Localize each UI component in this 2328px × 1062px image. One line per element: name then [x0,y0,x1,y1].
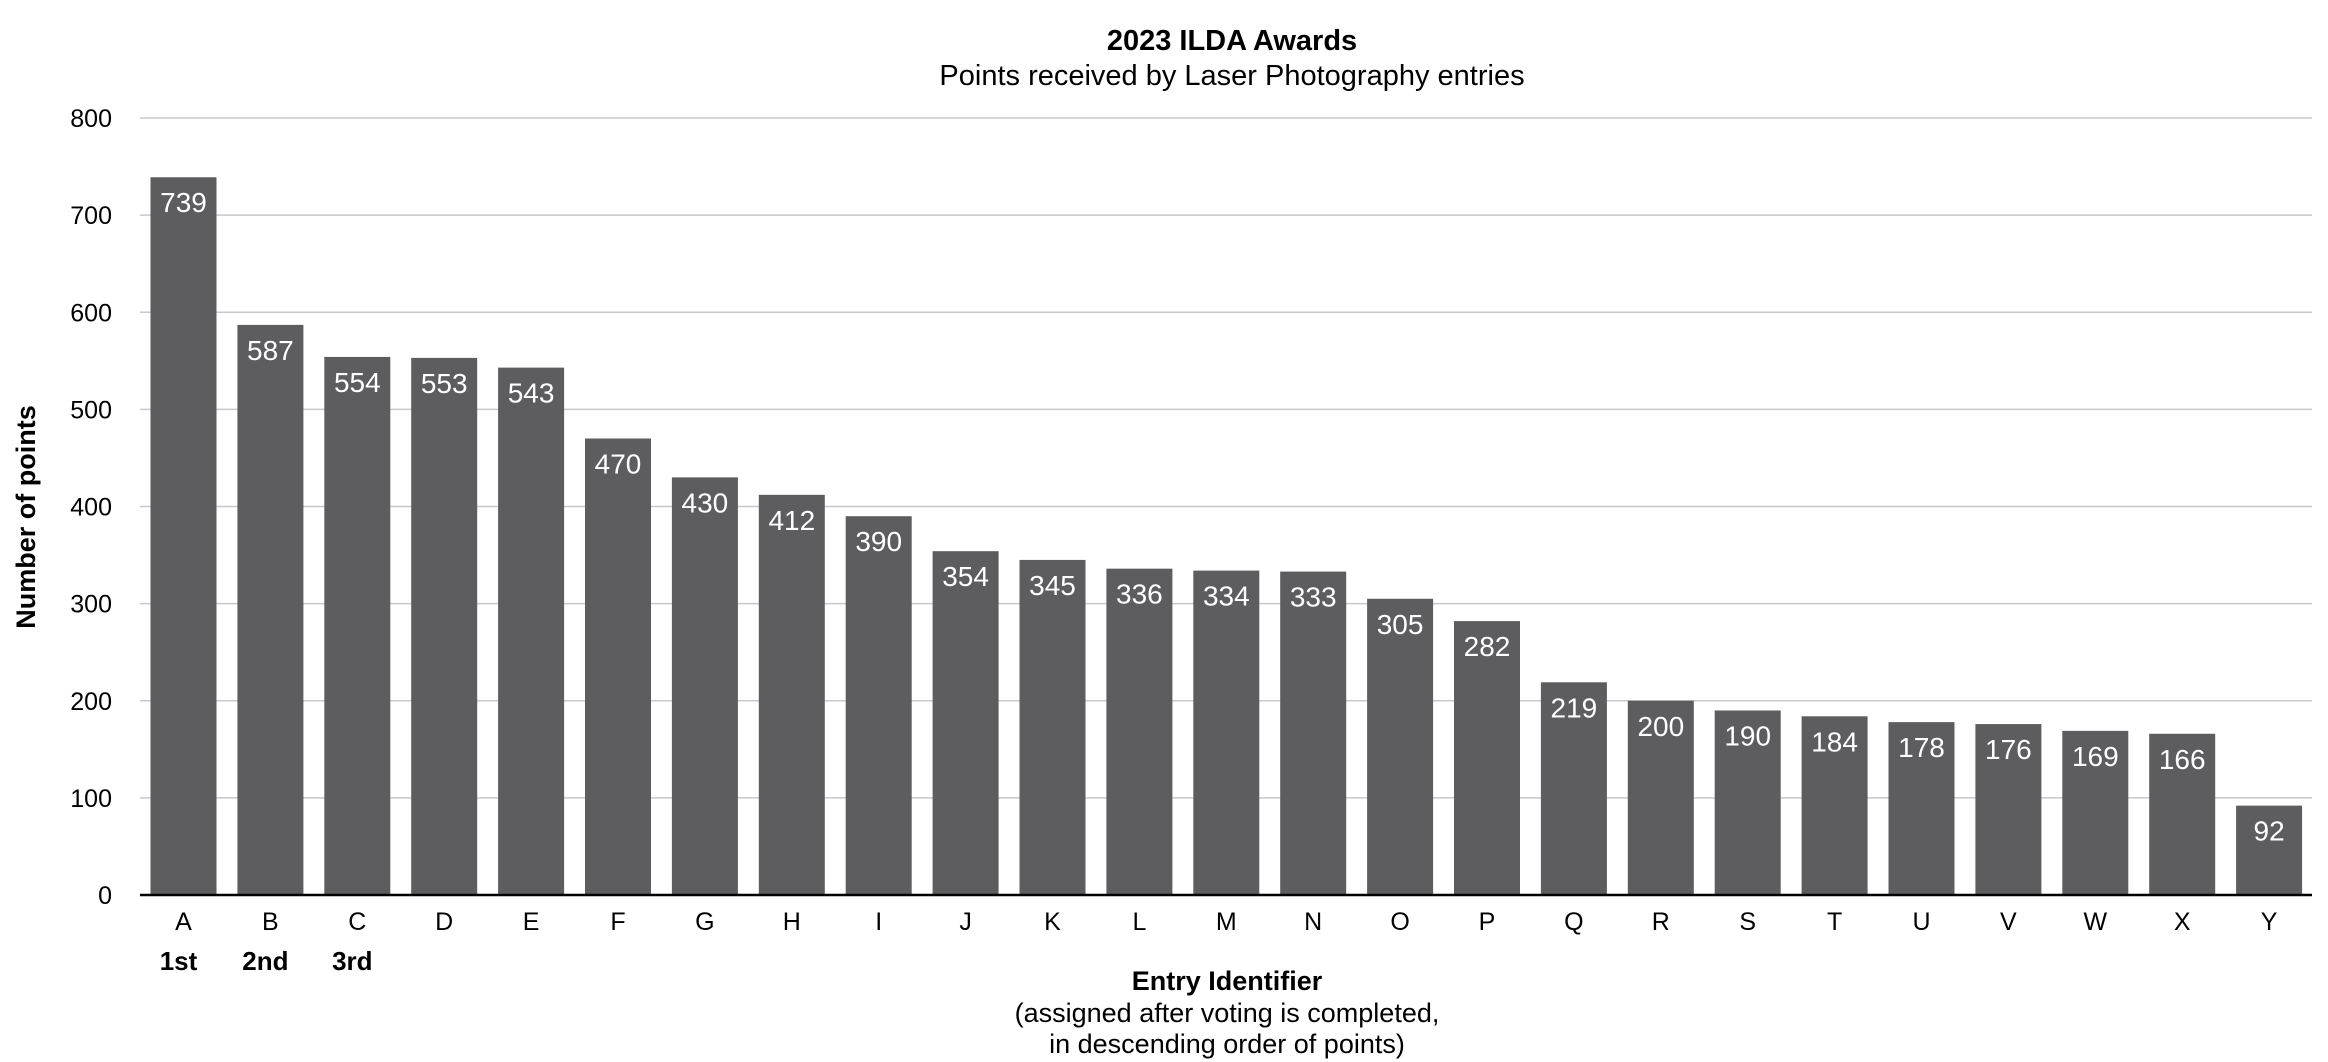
x-tick-label: X [2174,908,2191,936]
data-label: 219 [1551,692,1598,723]
x-tick-label: S [1739,908,1756,936]
chart-title: 2023 ILDA Awards [1107,25,1357,57]
y-tick-label: 100 [70,785,112,813]
rank-label: 3rd [332,946,372,976]
data-label: 543 [508,378,555,409]
data-label: 554 [334,367,381,398]
data-label: 430 [682,487,729,518]
x-tick-label: H [783,908,801,936]
bar [1975,724,2042,895]
data-label: 200 [1637,711,1684,742]
bar [1714,710,1781,895]
x-tick-label: G [695,908,714,936]
bar [2149,733,2216,895]
x-tick-label: Y [2261,908,2278,936]
bar [1106,568,1173,895]
bar [498,367,565,896]
x-tick-label: W [2083,908,2107,936]
x-tick-label: F [610,908,625,936]
data-label: 390 [855,526,902,557]
rank-label: 1st [160,946,198,976]
x-tick-label: U [1912,908,1930,936]
bar [2062,730,2129,895]
x-tick-label: R [1652,908,1670,936]
bar [1540,682,1607,895]
x-axis-subtitle-line-2: in descending order of points) [1049,1029,1405,1059]
bar [585,438,651,895]
bar [1801,716,1868,895]
bar [1888,722,1955,895]
x-tick-label: B [262,908,279,936]
bar [1280,571,1347,895]
bar [150,177,217,896]
x-tick-label: N [1304,908,1322,936]
x-tick-label: Q [1564,908,1583,936]
bar [932,551,999,895]
x-axis-categories: A B C D E F G H I J K L M N O P Q R S T U V W X Y [175,908,2278,936]
x-tick-label: K [1044,908,1061,936]
x-tick-label: P [1479,908,1496,936]
data-label: 176 [1985,734,2032,765]
x-axis-title: Entry Identifier [1132,966,1323,996]
bar [1454,621,1520,895]
data-label: 336 [1116,579,1163,610]
bar [671,477,738,895]
data-label: 305 [1377,609,1424,640]
bar [758,494,825,895]
data-label: 166 [2159,744,2206,775]
data-label: 334 [1203,581,1250,612]
bar [1627,700,1694,895]
data-label: 412 [768,505,815,536]
bar [1367,598,1434,895]
data-labels: 739 587 554 553 543 470 430 412 390 354 345 336 334 3… [160,187,2285,846]
bar [411,357,478,895]
bar [2236,805,2303,895]
rank-labels: 1st 2nd 3rd [160,946,373,976]
x-tick-label: A [175,908,192,936]
x-tick-label: C [348,908,366,936]
data-label: 184 [1811,726,1858,757]
data-label: 354 [942,561,989,592]
data-label: 333 [1290,582,1337,613]
data-label: 169 [2072,741,2119,772]
bar [324,356,391,895]
bar [237,324,304,896]
y-tick-label: 0 [98,882,112,910]
data-label: 345 [1029,570,1076,601]
data-label: 282 [1464,631,1511,662]
data-label: 587 [247,335,294,366]
data-label: 190 [1724,720,1771,751]
bar [1019,559,1086,895]
y-tick-label: 600 [70,299,112,327]
data-label: 553 [421,368,468,399]
bar [1193,570,1260,895]
data-label: 178 [1898,732,1945,763]
x-tick-label: T [1827,908,1842,936]
x-tick-label: J [959,908,972,936]
x-tick-label: O [1390,908,1409,936]
y-axis-title: Number of points [11,405,41,629]
data-label: 739 [160,187,207,218]
data-label: 92 [2254,816,2285,847]
bar [845,516,912,895]
x-tick-label: E [523,908,540,936]
data-label: 470 [595,449,642,480]
rank-label: 2nd [242,946,288,976]
y-tick-label: 300 [70,591,112,619]
y-tick-label: 200 [70,688,112,716]
x-tick-label: L [1132,908,1146,936]
x-axis-subtitle-line-1: (assigned after voting is completed, [1015,998,1440,1028]
y-axis-ticks: 0 100 200 300 400 500 600 700 800 [70,105,112,910]
y-tick-label: 500 [70,396,112,424]
y-tick-label: 400 [70,494,112,522]
x-tick-label: I [875,908,882,936]
x-tick-label: D [435,908,453,936]
y-tick-label: 700 [70,202,112,230]
bars [150,177,2303,896]
chart-subtitle: Points received by Laser Photography ent… [939,60,1524,92]
x-tick-label: V [2000,908,2017,936]
x-tick-label: M [1216,908,1237,936]
y-tick-label: 800 [70,105,112,133]
